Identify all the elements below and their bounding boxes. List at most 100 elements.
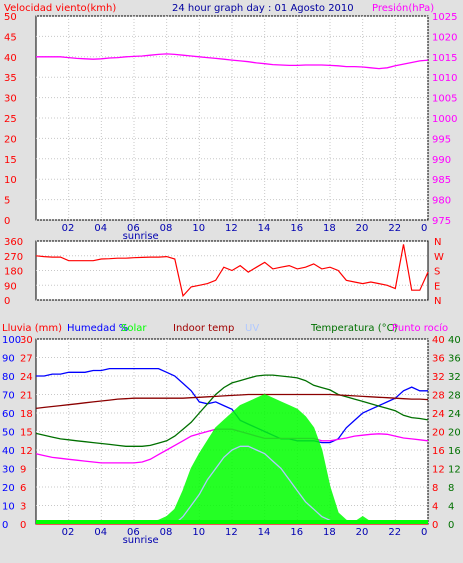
temperature-y-tick-label-left: 24 <box>432 409 445 420</box>
rain-y-tick-label: 21 <box>20 391 33 402</box>
rain-axis-title: Lluvia (mm) <box>2 323 62 334</box>
compass-tick-label: N <box>434 237 441 248</box>
rain-y-tick-label: 6 <box>20 483 26 494</box>
wind-y-tick-label: 35 <box>4 73 17 84</box>
humidity-y-tick-label: 10 <box>2 502 15 513</box>
temperature-y-tick-label-right: 16 <box>448 446 461 457</box>
wind-y-tick-label: 25 <box>4 114 17 125</box>
temperature-y-tick-label-left: 4 <box>432 502 438 513</box>
wind-speed-axis-title: Velocidad viento(kmh) <box>4 3 116 14</box>
rain-y-tick-label: 18 <box>20 409 33 420</box>
temperature-y-tick-label-right: 4 <box>448 502 454 513</box>
temperature-y-tick-label-left: 28 <box>432 391 445 402</box>
rain-y-tick-label: 3 <box>20 502 26 513</box>
wind-y-tick-label: 5 <box>4 196 10 207</box>
sunrise-label: sunrise <box>123 231 159 242</box>
humidity-y-tick-label: 70 <box>2 391 15 402</box>
x-tick-label: 18 <box>323 527 336 538</box>
temperature-y-tick-label-left: 40 <box>432 335 445 346</box>
temperature-y-tick-label-left: 32 <box>432 372 445 383</box>
rain-y-tick-label: 30 <box>20 335 33 346</box>
humidity-y-tick-label: 90 <box>2 354 15 365</box>
sunrise-label: sunrise <box>123 535 159 546</box>
humidity-y-tick-label: 80 <box>2 372 15 383</box>
x-tick-label: 06 <box>127 527 140 538</box>
x-tick-label: 16 <box>290 527 303 538</box>
compass-tick-label: E <box>434 281 440 292</box>
temperature-y-tick-label-right: 20 <box>448 428 461 439</box>
x-tick-label: 14 <box>258 223 271 234</box>
wind-y-tick-label: 0 <box>4 216 10 227</box>
pressure-axis-title: Presión(hPa) <box>372 2 434 14</box>
temperature-y-tick-label-left: 36 <box>432 354 445 365</box>
temperature-y-tick-label-right: 0 <box>448 520 454 531</box>
compass-tick-label: N <box>434 296 441 307</box>
dewpoint-axis-title: Punto rocío <box>392 322 448 334</box>
temperature-y-tick-label-right: 24 <box>448 409 461 420</box>
temperature-y-tick-label-left: 20 <box>432 428 445 439</box>
x-tick-label: 02 <box>62 223 75 234</box>
direction-y-tick-label: 270 <box>4 252 23 263</box>
x-tick-label: 02 <box>62 527 75 538</box>
wind-y-tick-label: 10 <box>4 175 17 186</box>
x-tick-label: 12 <box>225 527 238 538</box>
temperature-y-tick-label-right: 40 <box>448 335 461 346</box>
wind-y-tick-label: 20 <box>4 134 17 145</box>
rain-y-tick-label: 24 <box>20 372 33 383</box>
series-line-direction <box>35 244 429 298</box>
temperature-y-tick-label-right: 32 <box>448 372 461 383</box>
indoor-temp-legend: Indoor temp <box>173 323 234 334</box>
x-tick-label: 0 <box>421 223 427 234</box>
x-tick-label: 08 <box>160 527 173 538</box>
solar-baseline-strip <box>36 520 428 524</box>
x-tick-label: 08 <box>160 223 173 234</box>
humidity-y-tick-label: 100 <box>2 335 21 346</box>
compass-tick-label: W <box>434 252 444 263</box>
rain-y-tick-label: 12 <box>20 446 33 457</box>
temperature-y-tick-label-left: 16 <box>432 446 445 457</box>
humidity-y-tick-label: 0 <box>2 520 8 531</box>
uv-legend: UV <box>245 323 259 334</box>
x-tick-label: 0 <box>421 527 427 538</box>
x-tick-label: 18 <box>323 223 336 234</box>
temperature-axis-title: Temperatura (°C) <box>310 323 398 334</box>
direction-y-tick-label: 360 <box>4 237 23 248</box>
direction-y-tick-label: 0 <box>4 296 10 307</box>
x-tick-label: 20 <box>356 223 369 234</box>
x-tick-label: 20 <box>356 527 369 538</box>
direction-y-tick-label: 180 <box>4 267 23 278</box>
pressure-y-tick-label: 995 <box>432 134 451 145</box>
temperature-y-tick-label-right: 8 <box>448 483 454 494</box>
pressure-y-tick-label: 985 <box>432 175 451 186</box>
rain-y-tick-label: 15 <box>20 428 33 439</box>
chart-title: 24 hour graph day : 01 Agosto 2010 <box>172 3 354 14</box>
temperature-y-tick-label-left: 0 <box>432 520 438 531</box>
rain-y-tick-label: 27 <box>20 354 33 365</box>
x-tick-label: 04 <box>94 223 107 234</box>
wind-y-tick-label: 15 <box>4 155 17 166</box>
x-tick-label: 06 <box>127 223 140 234</box>
x-tick-label: 10 <box>192 527 205 538</box>
x-tick-label: 22 <box>388 223 401 234</box>
humidity-axis-title: Humedad % <box>67 323 128 334</box>
rain-y-tick-label: 0 <box>20 520 26 531</box>
direction-y-tick-label: 90 <box>4 281 17 292</box>
pressure-y-tick-label: 1010 <box>432 73 457 84</box>
wind-y-tick-label: 30 <box>4 94 17 105</box>
solar-legend: Solar <box>121 323 147 334</box>
x-tick-label: 04 <box>94 527 107 538</box>
pressure-y-tick-label: 990 <box>432 155 451 166</box>
pressure-y-tick-label: 975 <box>432 216 451 227</box>
x-tick-label: 14 <box>258 527 271 538</box>
compass-tick-label: S <box>434 267 440 278</box>
humidity-y-tick-label: 20 <box>2 483 15 494</box>
series-line-temperatura-c- <box>35 374 429 447</box>
series-line-indoor-temp <box>35 393 429 410</box>
wind-y-tick-label: 45 <box>4 32 17 43</box>
pressure-y-tick-label: 1020 <box>432 32 457 43</box>
humidity-y-tick-label: 60 <box>2 409 15 420</box>
pressure-y-tick-label: 980 <box>432 196 451 207</box>
x-tick-label: 10 <box>192 223 205 234</box>
humidity-y-tick-label: 30 <box>2 465 15 476</box>
